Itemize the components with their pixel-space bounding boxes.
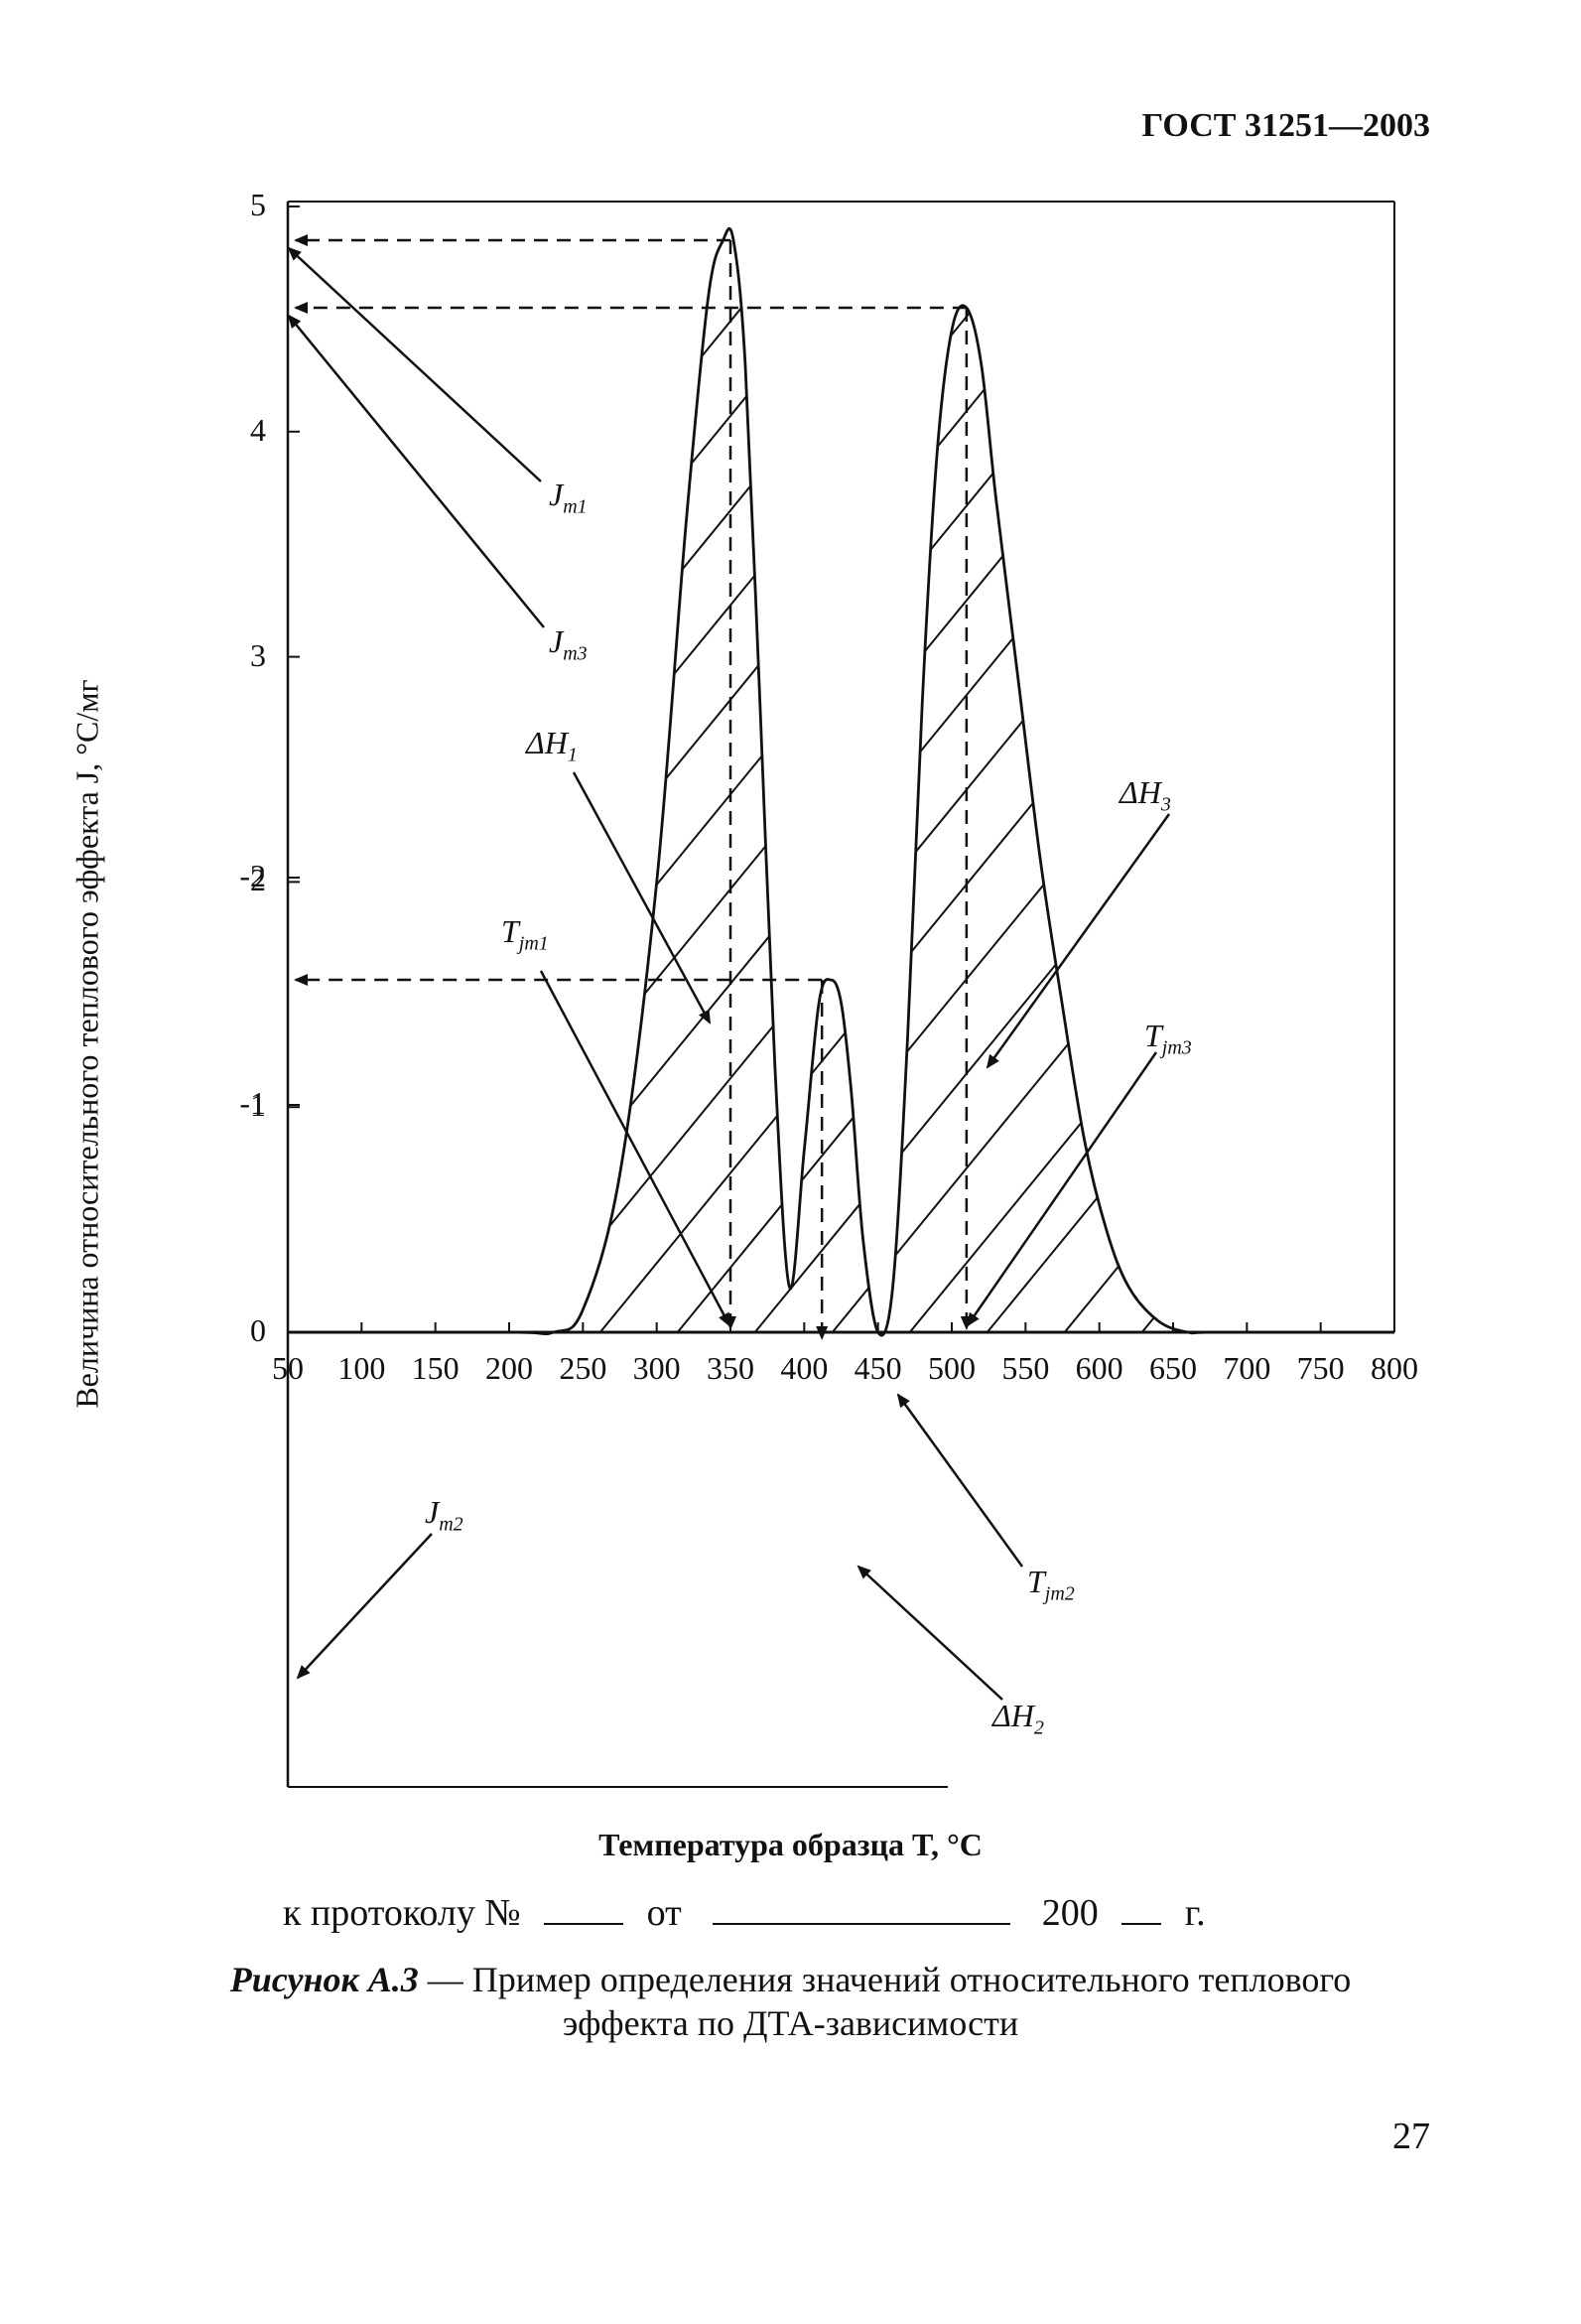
x-tick-label: 400 [780,1350,829,1386]
x-tick-label: 150 [411,1350,460,1386]
hatch-line [0,280,222,1372]
protocol-year-blank [1121,1893,1162,1925]
arrow-jm3 [287,314,545,628]
x-tick-label: 700 [1223,1350,1271,1386]
y-tick-label: 5 [250,187,266,222]
hatch-line [1497,280,1581,1372]
hatch-line [722,279,1394,1336]
protocol-line: к протоколу № от 200 г. [283,1891,1206,1935]
x-tick-label: 750 [1296,1350,1345,1386]
protocol-number-blank [544,1893,624,1925]
hatch-line [288,279,378,1336]
y-tick-label: 4 [250,411,266,448]
protocol-year: 200 [1041,1892,1099,1934]
hatch-line [1341,279,1394,1336]
x-tick-label: 500 [928,1350,976,1386]
hatch-line [1574,280,1581,1372]
caption-line1: Пример определения значений относительно… [471,1960,1352,1999]
protocol-suffix: г. [1184,1892,1206,1934]
hatch-line [288,279,688,1336]
x-tick-label: 200 [485,1350,533,1386]
annotation-dh2: ΔH2 [992,1698,1044,1739]
hatch-line [288,279,1075,1336]
chart-axes [286,201,1395,1788]
x-tick-label: 800 [1371,1350,1418,1386]
hatch-line [1031,279,1394,1336]
arrow-tjm2 [896,1393,1024,1568]
annotation-dh3: ΔH3 [1120,774,1171,816]
x-tick-label: 250 [559,1350,607,1386]
x-tick-label: 50 [272,1350,304,1386]
arrow-dh2 [856,1565,1003,1701]
x-tick-label: 450 [854,1350,902,1386]
page-number: 27 [1392,2116,1430,2157]
annotation-dh1: ΔH1 [526,725,578,766]
annotation-tjm1: Tjm1 [501,913,549,955]
arrow-dh1 [572,771,712,1025]
hatch-line [1419,280,1581,1372]
caption-line2: эффекта по ДТА-зависимости [562,2003,1019,2043]
x-tick-label: 550 [1001,1350,1050,1386]
dta-curve-group [288,226,1394,1337]
y-tick-label: 2 [250,862,266,898]
arrow-jm2 [296,1533,433,1680]
annotation-arrows [287,246,1171,1701]
hatch-line [644,279,1394,1336]
guide-lines [294,234,973,1340]
annotation-tjm2: Tjm2 [1027,1564,1075,1605]
arrow-tjm1 [539,970,731,1327]
arrow-dh3 [986,813,1171,1069]
hatch-line [0,280,67,1372]
document-standard-header: ГОСТ 31251—2003 [1141,107,1430,144]
annotation-tjm3: Tjm3 [1144,1018,1192,1059]
x-tick-label: 600 [1075,1350,1123,1386]
x-tick-label: 350 [707,1350,754,1386]
hatch-line [288,279,610,1336]
y-tick-label: 1 [250,1087,266,1124]
x-tick-label: 650 [1149,1350,1197,1386]
arrow-tjm3 [966,1051,1158,1327]
hatch-line [288,279,533,1336]
protocol-date-blank [713,1893,1011,1925]
annotation-jm1: Jm1 [549,477,588,518]
caption-dash: — [418,1960,472,1999]
protocol-from: от [646,1892,682,1934]
protocol-prefix: к протоколу № [283,1892,521,1934]
dta-curve [288,226,1394,1337]
annotation-jm3: Jm3 [549,623,588,665]
annotation-jm2: Jm2 [425,1494,463,1536]
hatch-line [567,279,1394,1336]
chart-x-axis-label: Температура образца T, °C [598,1827,983,1862]
hatch-line [1109,279,1394,1336]
caption-label: Рисунок А.3 [229,1960,419,1999]
y-tick-label: -2 [239,858,266,893]
hatch-line [1186,279,1394,1336]
y-tick-label: 0 [250,1312,266,1348]
x-tick-label: 300 [632,1350,681,1386]
hatch-line [1263,279,1394,1336]
hatch-line [876,279,1394,1336]
y-tick-label: 3 [250,636,266,673]
figure-caption: Рисунок А.3 — Пример определения значени… [0,1958,1581,2045]
hatch-line [288,279,920,1336]
x-tick-label: 100 [337,1350,386,1386]
hatch-line [288,279,765,1336]
hatch-line [0,280,145,1372]
hatch-line [288,279,843,1336]
arrow-jm1 [287,246,542,482]
y-tick-label: -1 [239,1085,266,1121]
